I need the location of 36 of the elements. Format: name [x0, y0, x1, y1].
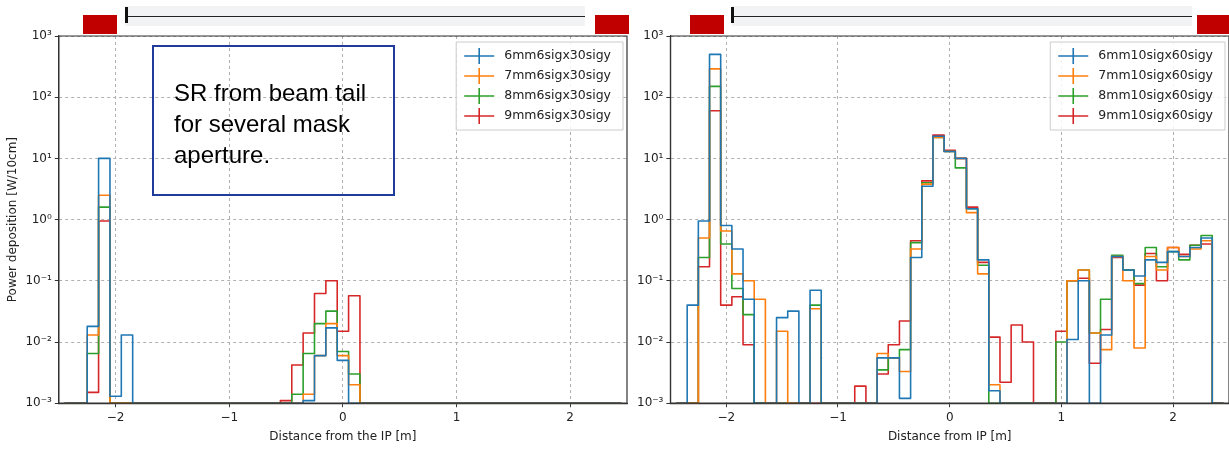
y-tick-label: 10⁰: [643, 211, 664, 226]
y-tick-label: 10⁻²: [636, 334, 664, 349]
y-tick-label: 10⁻³: [636, 395, 664, 410]
y-tick-label: 10⁻¹: [636, 272, 664, 287]
x-tick-label: −2: [106, 409, 125, 424]
y-tick-label: 10²: [643, 89, 664, 104]
x-tick-label: 2: [566, 409, 574, 424]
legend-label: 9mm6sigx30sigy: [504, 107, 612, 123]
x-axis-title: Distance from IP [m]: [887, 428, 1012, 443]
x-tick-label: 2: [1169, 409, 1177, 424]
legend-label: 8mm10sigx60sigy: [1098, 87, 1214, 103]
legend-label: 6mm6sigx30sigy: [504, 47, 612, 63]
x-tick-label: 1: [1057, 409, 1066, 424]
x-tick-label: −1: [220, 409, 239, 424]
y-tick-label: 10³: [643, 28, 664, 43]
legend-label: 7mm10sigx60sigy: [1098, 67, 1214, 83]
legend-label: 9mm10sigx60sigy: [1098, 107, 1214, 123]
x-tick-label: −2: [717, 409, 736, 424]
x-tick-label: 1: [452, 409, 461, 424]
y-tick-label: 10⁰: [31, 211, 52, 226]
y-tick-label: 10²: [31, 89, 52, 104]
annotation: SR from beam tail for several mask aperture.: [151, 45, 395, 196]
legend-label: 6mm10sigx60sigy: [1098, 47, 1214, 63]
legend-label: 8mm6sigx30sigy: [504, 87, 612, 103]
x-axis-title: Distance from the IP [m]: [269, 428, 417, 443]
y-tick-label: 10¹: [643, 150, 664, 165]
x-tick-label: 0: [945, 409, 954, 424]
y-tick-label: 10⁻³: [25, 395, 52, 410]
y-tick-label: 10⁻²: [25, 334, 52, 349]
legend-label: 7mm6sigx30sigy: [504, 67, 612, 83]
y-tick-label: 10¹: [31, 150, 52, 165]
y-tick-label: 10⁻¹: [25, 272, 52, 287]
x-tick-label: −1: [829, 409, 847, 424]
x-tick-label: 0: [339, 409, 347, 424]
y-tick-label: 10³: [31, 28, 52, 43]
y-axis-title: Power deposition [W/10cm]: [5, 136, 20, 303]
